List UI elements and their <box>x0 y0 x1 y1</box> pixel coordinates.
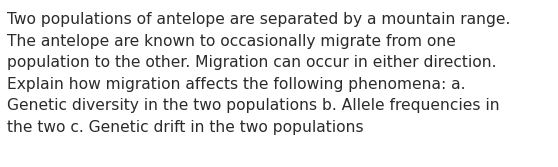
Text: Two populations of antelope are separated by a mountain range.
The antelope are : Two populations of antelope are separate… <box>7 12 511 135</box>
